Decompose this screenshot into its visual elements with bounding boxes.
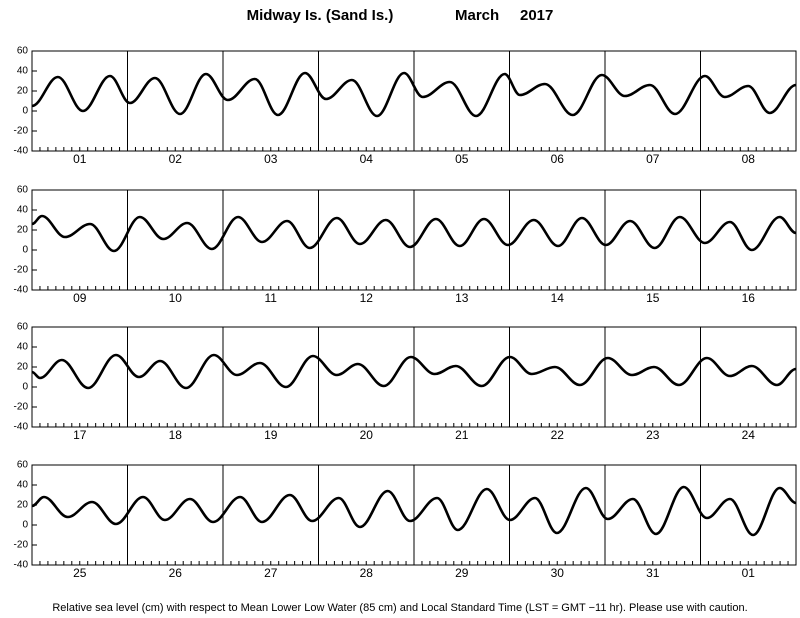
day-label: 23	[646, 428, 660, 442]
month-title: March	[455, 7, 499, 24]
y-tick-label: 0	[22, 245, 28, 256]
day-label: 18	[169, 428, 183, 442]
y-tick-label: -40	[14, 422, 29, 433]
day-label: 05	[455, 152, 469, 166]
y-tick-label: 40	[17, 480, 29, 491]
day-label: 01	[742, 566, 756, 580]
y-tick-label: -40	[14, 285, 29, 296]
day-label: 12	[360, 291, 374, 305]
day-label: 09	[73, 291, 87, 305]
y-tick-label: -40	[14, 146, 29, 157]
day-label: 06	[551, 152, 565, 166]
day-label: 14	[551, 291, 565, 305]
tide-curve	[31, 71, 797, 118]
y-tick-label: 0	[22, 382, 28, 393]
y-tick-label: 60	[17, 185, 29, 196]
y-tick-label: -20	[14, 126, 29, 137]
y-tick-label: -20	[14, 402, 29, 413]
y-tick-label: 60	[17, 460, 29, 471]
day-label: 25	[73, 566, 87, 580]
day-label: 04	[360, 152, 374, 166]
day-label: 27	[264, 566, 278, 580]
y-tick-label: 40	[17, 342, 29, 353]
day-label: 01	[73, 152, 87, 166]
y-tick-label: 20	[17, 500, 29, 511]
day-label: 29	[455, 566, 469, 580]
day-label: 30	[551, 566, 565, 580]
tide-curve	[31, 485, 797, 537]
day-label: 21	[455, 428, 469, 442]
day-label: 20	[360, 428, 374, 442]
day-label: 17	[73, 428, 87, 442]
y-tick-label: 20	[17, 225, 29, 236]
y-tick-label: -20	[14, 540, 29, 551]
day-label: 15	[646, 291, 660, 305]
day-label: 16	[742, 291, 756, 305]
y-tick-label: 60	[17, 322, 29, 333]
day-label: 26	[169, 566, 183, 580]
y-tick-label: 40	[17, 205, 29, 216]
day-label: 13	[455, 291, 469, 305]
day-label: 28	[360, 566, 374, 580]
y-tick-label: 60	[17, 46, 29, 57]
year-title: 2017	[520, 7, 553, 24]
day-label: 08	[742, 152, 756, 166]
y-tick-label: 0	[22, 520, 28, 531]
day-label: 22	[551, 428, 565, 442]
day-label: 03	[264, 152, 278, 166]
day-label: 19	[264, 428, 278, 442]
y-tick-label: 20	[17, 362, 29, 373]
y-tick-label: 20	[17, 86, 29, 97]
y-tick-label: 0	[22, 106, 28, 117]
day-label: 24	[742, 428, 756, 442]
day-label: 31	[646, 566, 660, 580]
tide-curve	[31, 214, 797, 253]
y-tick-label: -20	[14, 265, 29, 276]
footer-note: Relative sea level (cm) with respect to …	[52, 602, 747, 614]
day-label: 10	[169, 291, 183, 305]
y-tick-label: 40	[17, 66, 29, 77]
day-label: 02	[169, 152, 183, 166]
day-label: 07	[646, 152, 660, 166]
station-title: Midway Is. (Sand Is.)	[247, 7, 394, 24]
day-label: 11	[265, 291, 278, 305]
y-tick-label: -40	[14, 560, 29, 571]
tide-curve	[31, 353, 797, 390]
